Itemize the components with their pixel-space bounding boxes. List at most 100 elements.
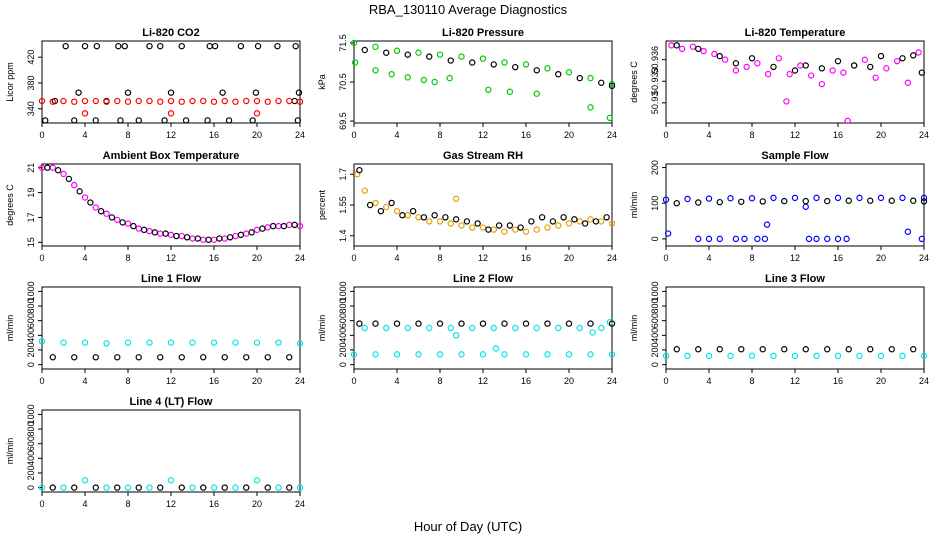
panel-li-820-co2-point-black	[211, 42, 219, 50]
panel-line-2-flow-xtick-label: 8	[437, 376, 442, 386]
panel-sample-flow-point-black	[716, 198, 723, 206]
panel-line-1-flow-ylabel: ml/min	[5, 315, 15, 342]
panel-line-3-flow-ytick-label: 200	[650, 342, 660, 357]
panel-li-820-co2-xtick-label: 12	[166, 130, 176, 140]
panel-ambient-box-temperature-point-magenta	[200, 236, 207, 243]
panel-line-3-flow-xtick-label: 0	[663, 376, 668, 386]
panel-li-820-co2-point-red	[221, 97, 228, 105]
panel-line-3-flow-point-cyan	[770, 352, 777, 360]
panel-gas-stream-rh-point-orange	[458, 222, 465, 229]
panel-ambient-box-temperature-point-magenta	[210, 236, 218, 243]
panel-ambient-box-temperature-point-magenta	[167, 231, 175, 239]
panel-line-4-lt-flow-ytick-label: 800	[26, 422, 36, 437]
panel-li-820-temperature-point-magenta	[689, 43, 697, 50]
panel-line-1-flow-point-black	[286, 354, 293, 361]
panel-gas-stream-rh-point-orange	[533, 226, 540, 233]
panel-line-2-flow-point-cyan	[589, 329, 596, 336]
panel-li-820-pressure-point-black	[404, 51, 411, 58]
panel-ambient-box-temperature-point-black	[216, 235, 223, 242]
panel-line-1-flow-point-cyan	[189, 339, 196, 346]
panel-gas-stream-rh-point-orange	[361, 187, 368, 194]
panel-ambient-box-temperature-point-black	[54, 167, 62, 174]
panel-li-820-temperature-point-magenta	[700, 47, 707, 55]
panel-sample-flow-point-blue	[904, 228, 912, 235]
panel-sample-flow-point-blue	[813, 194, 820, 202]
panel-li-820-pressure-point-black	[383, 49, 390, 56]
panel-li-820-pressure-point-green	[372, 67, 379, 74]
panel-ambient-box-temperature-point-magenta	[135, 225, 142, 232]
panel-line-2-flow-point-cyan	[490, 324, 497, 332]
panel-li-820-co2-xtick-label: 8	[125, 130, 130, 140]
panel-gas-stream-rh-point-black	[366, 201, 374, 209]
panel-line-3-flow-point-cyan	[748, 352, 756, 360]
panel-line-3-flow-point-cyan	[791, 352, 799, 360]
panel-ambient-box-temperature-point-black	[269, 222, 277, 230]
panel-line-2-flow-point-cyan	[512, 324, 519, 332]
panel-line-1-flow-point-black	[221, 354, 228, 361]
panel-gas-stream-rh-xtick-label: 16	[521, 253, 531, 263]
panel-line-4-lt-flow-series-cyan	[38, 477, 304, 491]
panel-sample-flow-point-blue	[856, 194, 863, 202]
panel-li-820-co2-xtick-label: 20	[252, 130, 262, 140]
panel-li-820-temperature-xtick-label: 8	[749, 130, 754, 140]
panel-gas-stream-rh-point-black	[549, 218, 557, 225]
panel-line-2-flow-ytick-label: 0	[338, 362, 348, 367]
panel-gas-stream-rh-ytick-label: 1.55	[338, 196, 348, 214]
panel-line-4-lt-flow-point-black	[92, 484, 99, 491]
panel-li-820-pressure-point-black	[469, 59, 476, 66]
panel-ambient-box-temperature-point-black	[173, 232, 180, 240]
panel-li-820-temperature-xtick-label: 12	[790, 130, 800, 140]
panel-line-2-flow-point-black	[587, 320, 594, 327]
panel-li-820-pressure-point-green	[388, 70, 395, 78]
panel-line-2-flow-ylabel: ml/min	[317, 315, 327, 342]
panel-ambient-box-temperature-point-magenta	[60, 170, 67, 178]
panel-li-820-pressure-xtick-label: 8	[437, 130, 442, 140]
panel-line-2-flow-point-cyan	[447, 324, 454, 332]
panel-li-820-co2-point-black	[117, 117, 124, 124]
panel-li-820-temperature-point-magenta	[861, 56, 869, 63]
panel-gas-stream-rh-point-orange	[555, 222, 562, 229]
panel-li-820-co2-point-red	[103, 98, 110, 105]
panel-line-2-flow-point-black	[522, 320, 530, 327]
panel-line-2-flow-xtick-label: 0	[351, 376, 356, 386]
panel-line-4-lt-flow-title: Line 4 (LT) Flow	[130, 396, 213, 408]
panel-ambient-box-temperature-point-magenta	[178, 232, 185, 240]
panel-li-820-co2-point-red	[114, 97, 121, 105]
panel-li-820-co2-point-black	[219, 89, 226, 96]
panel-sample-flow-ytick-label: 200	[650, 160, 660, 175]
panel-line-3-flow-point-black	[888, 346, 895, 353]
panel-line-2-flow-point-cyan	[469, 324, 476, 332]
panel-line-4-lt-flow-point-cyan	[210, 484, 218, 491]
panel-line-1-flow-frame	[41, 286, 301, 370]
panel-li-820-co2-point-black	[75, 89, 82, 96]
panel-gas-stream-rh-point-orange	[447, 220, 454, 227]
panel-sample-flow-point-black	[781, 197, 788, 205]
panel-gas-stream-rh-series-orange	[354, 171, 616, 235]
panel-line-3-flow-point-black	[695, 346, 702, 353]
panel-li-820-temperature-point-black	[867, 63, 874, 71]
panel-li-820-temperature-point-black	[877, 52, 885, 60]
panel-li-820-temperature-point-black	[748, 55, 756, 62]
panel-line-1-flow-series-black	[49, 354, 293, 361]
panel-li-820-co2-point-red	[210, 98, 218, 105]
panel-gas-stream-rh-xtick-label: 20	[564, 253, 574, 263]
panel-li-820-temperature-point-magenta	[915, 49, 922, 56]
panel-line-2-flow-ytick-label: 200	[338, 342, 348, 357]
panel-li-820-co2-point-red	[167, 110, 175, 117]
panel-li-820-co2-point-red	[124, 98, 132, 105]
panel-line-2-flow-point-cyan	[458, 351, 465, 358]
panel-sample-flow-point-blue	[662, 196, 670, 203]
panel-sample-flow: Sample Flow 0 4 8 12 16 20 24 0 100 200 ml/min	[629, 150, 929, 263]
panel-li-820-co2-point-black	[292, 42, 299, 50]
panel-gas-stream-rh-title: Gas Stream RH	[443, 150, 523, 162]
panel-ambient-box-temperature-point-black	[65, 175, 73, 183]
panel-li-820-co2-point-black	[115, 42, 122, 50]
panel-line-3-flow-xtick-label: 12	[790, 376, 800, 386]
panel-ambient-box-temperature-ytick-label: 21	[26, 163, 36, 173]
panel-gas-stream-rh-xtick-label: 24	[607, 253, 617, 263]
panel-line-4-lt-flow-frame	[41, 409, 301, 493]
panel-sample-flow-point-blue	[664, 230, 672, 237]
panel-line-3-flow-point-black	[738, 346, 745, 353]
panel-li-820-pressure-point-green	[372, 43, 379, 51]
